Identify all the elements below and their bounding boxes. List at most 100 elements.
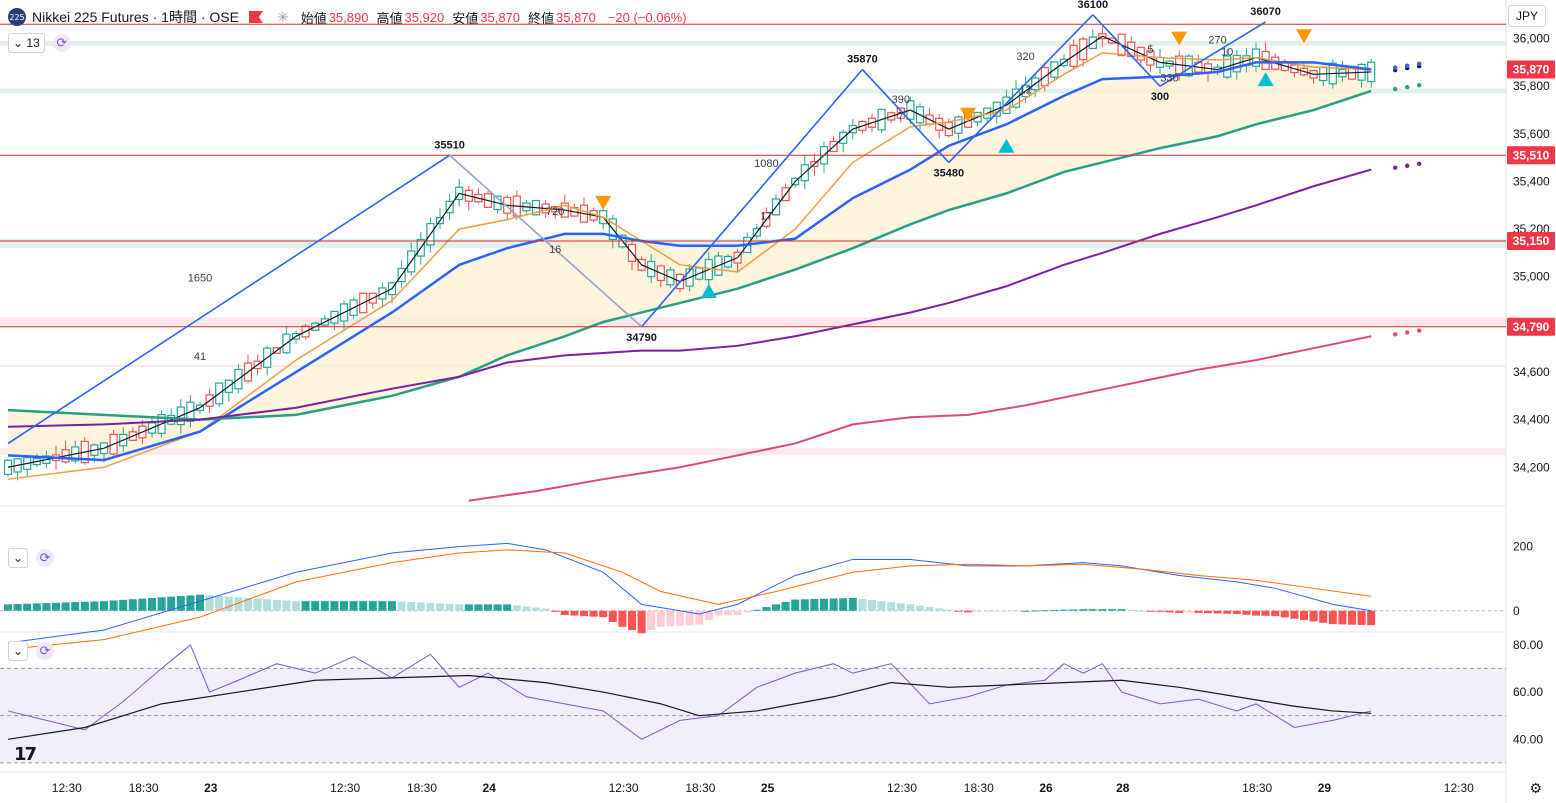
macd-histogram-bar [1184, 610, 1193, 613]
zigzag-label: 36070 [1250, 6, 1281, 18]
macd-pane-control: ⌄ ⟳ [8, 548, 55, 568]
price-level-label: 35,870 [1513, 63, 1550, 77]
moving-average-black [7, 35, 1372, 468]
ma-projection-dot [1417, 328, 1422, 333]
macd-histogram-bar [1290, 610, 1299, 619]
macd-histogram-bar [1319, 610, 1328, 623]
symbol-title[interactable]: Nikkei 225 Futures · 1時間 · OSE [32, 9, 239, 25]
volume-annotation: 1080 [754, 158, 778, 170]
macd-histogram-bar [253, 598, 262, 611]
rsi-collapse-button[interactable]: ⌄ [8, 641, 29, 661]
macd-histogram-bar [109, 600, 118, 611]
macd-histogram-bar [887, 602, 896, 611]
price-axis-tick: 36,000 [1513, 32, 1550, 46]
macd-histogram-bar [800, 599, 809, 611]
asterisk-icon[interactable]: ✳ [276, 8, 289, 25]
high-value: 35,920 [404, 9, 445, 25]
macd-histogram-bar [32, 603, 41, 611]
macd-histogram-bar [618, 610, 627, 627]
macd-histogram-bar [772, 604, 780, 611]
zigzag-label: 36100 [1078, 0, 1109, 11]
macd-histogram-bar [964, 610, 972, 613]
moving-average-pink [468, 335, 1372, 502]
macd-histogram-bar [676, 610, 684, 626]
price-level-badge [1507, 232, 1555, 251]
macd-histogram-bar [301, 601, 310, 611]
zigzag-label: 35510 [434, 139, 465, 151]
gear-icon[interactable]: ⚙ [1529, 780, 1542, 796]
support-resistance-zone [0, 364, 1506, 368]
chevron-down-icon: ⌄ [13, 644, 24, 658]
macd-histogram-bar [1136, 610, 1145, 612]
macd-histogram-bar [704, 610, 713, 621]
flag-icon[interactable] [248, 11, 263, 23]
low-label: 安値 [452, 10, 479, 26]
zigzag-label: 35870 [847, 54, 878, 66]
macd-histogram-bar [1031, 610, 1040, 612]
currency-selector[interactable]: JPY [1508, 5, 1546, 27]
ma-projection-dot [1417, 61, 1422, 67]
macd-histogram-bar [1088, 609, 1097, 611]
macd-histogram-bar [1232, 610, 1241, 614]
zigzag-label: 300 [1151, 91, 1169, 103]
moving-average-blue [7, 61, 1372, 462]
macd-histogram-bar [340, 601, 348, 611]
macd-histogram-bar [762, 607, 771, 611]
macd-histogram-bar [973, 610, 982, 613]
macd-histogram-bar [1357, 610, 1366, 625]
indicators-toggle-button[interactable]: ⌄ 13 [8, 33, 45, 53]
macd-histogram-bar [1108, 609, 1116, 611]
macd-histogram-bar [781, 601, 790, 611]
macd-histogram-bar [896, 603, 905, 611]
time-axis-tick: 18:30 [1242, 781, 1272, 795]
macd-histogram-bar [196, 594, 204, 611]
tradingview-logo[interactable]: 17 [14, 744, 37, 765]
ma-projection-dot [1393, 65, 1398, 70]
volume-annotation: 10 [1221, 46, 1233, 58]
macd-histogram-bar [61, 602, 70, 611]
macd-histogram-bar [205, 595, 214, 611]
macd-histogram-bar [186, 595, 195, 611]
time-axis-tick: 12:30 [609, 781, 639, 795]
macd-histogram-bar [359, 601, 368, 611]
macd-line [7, 542, 1372, 644]
zigzag-segment [7, 154, 451, 445]
macd-histogram-bar [733, 610, 742, 616]
ma-projection-dot [1405, 63, 1410, 68]
macd-histogram-bar [1194, 610, 1203, 613]
volume-annotation: 12 [1019, 84, 1031, 96]
macd-histogram-bar [349, 601, 358, 611]
macd-histogram-bar [512, 605, 521, 611]
volume-annotation: 720 [546, 206, 564, 218]
macd-histogram-bar [23, 603, 32, 611]
price-level-label: 35,510 [1513, 148, 1550, 162]
refresh-icon[interactable]: ⟳ [36, 642, 55, 660]
price-axis-tick: 34,400 [1513, 413, 1550, 427]
ma-projection-dot [1417, 83, 1422, 88]
macd-histogram-bar [1165, 610, 1174, 613]
refresh-icon[interactable]: ⟳ [52, 34, 71, 52]
macd-collapse-button[interactable]: ⌄ [8, 548, 29, 568]
macd-histogram-bar [925, 607, 934, 611]
macd-histogram-bar [560, 610, 569, 616]
indicators-control: ⌄ 13 ⟳ [8, 33, 71, 53]
macd-histogram-bar [532, 607, 540, 611]
macd-histogram-bar [100, 601, 108, 611]
macd-histogram-bar [311, 601, 320, 611]
macd-histogram-bar [628, 610, 636, 630]
macd-histogram-bar [52, 602, 60, 611]
macd-histogram-bar [848, 597, 857, 611]
open-value: 35,890 [328, 9, 369, 25]
rsi-axis-tick: 80.00 [1513, 638, 1543, 652]
volume-annotation: 320 [1016, 51, 1034, 63]
macd-histogram-bar [1252, 610, 1260, 616]
zigzag-segment [861, 68, 950, 163]
macd-histogram-bar [570, 610, 579, 616]
ma-projection-dot [1393, 332, 1398, 337]
refresh-icon[interactable]: ⟳ [36, 549, 55, 567]
price-axis-tick: 35,000 [1513, 270, 1550, 284]
macd-histogram-bar [551, 610, 560, 612]
macd-histogram-bar [820, 598, 828, 611]
